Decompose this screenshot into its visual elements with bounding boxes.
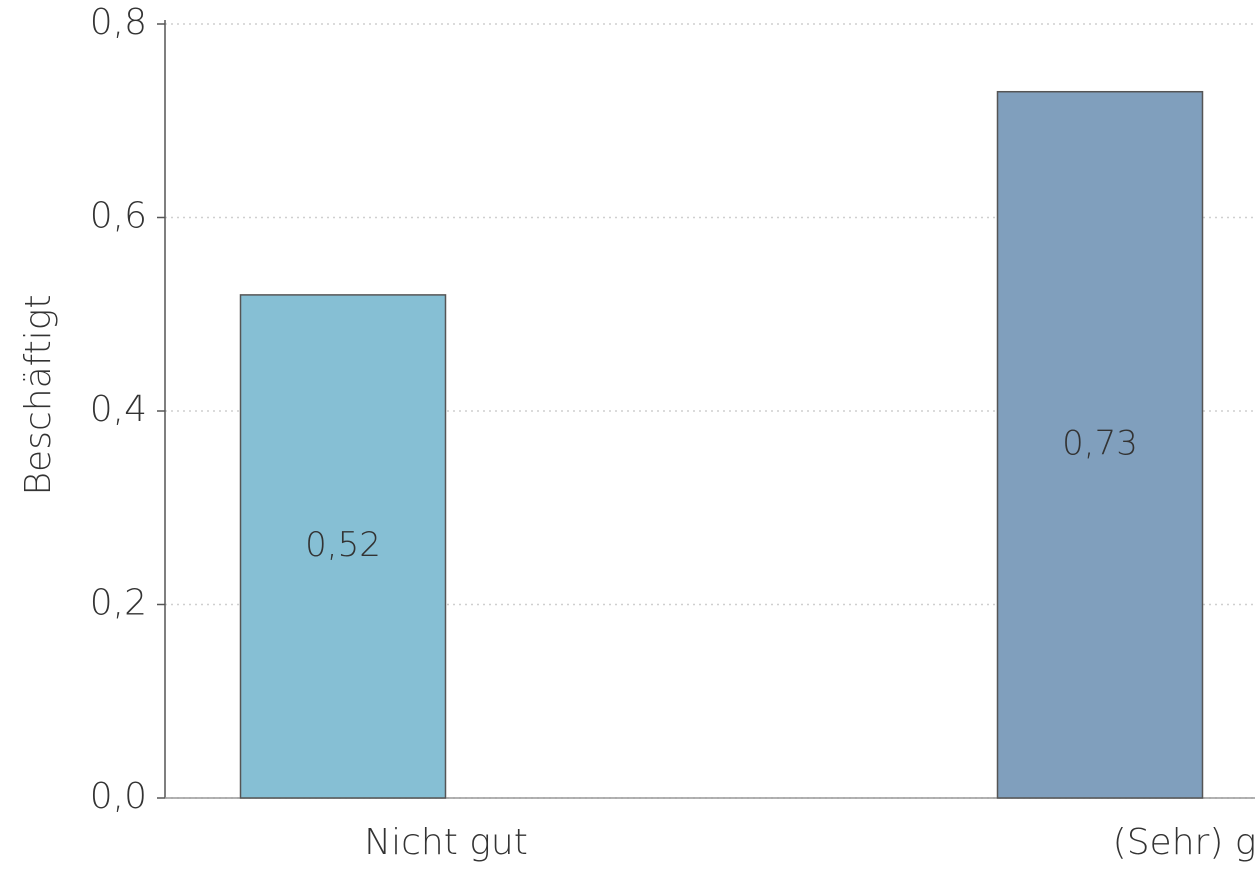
x-tick-label: (Sehr) gut (1113, 822, 1255, 863)
x-tick-label: Nicht gut (364, 822, 528, 863)
y-tick-label: 0,4 (90, 389, 147, 430)
y-tick-label: 0,8 (90, 2, 147, 43)
bar (996, 90, 1204, 799)
value-label: 0,52 (305, 525, 381, 565)
bar (239, 294, 447, 799)
y-axis-label: Beschäftigt (18, 294, 59, 495)
y-tick-label: 0,0 (90, 776, 147, 817)
y-tick-label: 0,6 (90, 196, 147, 237)
y-tick-label: 0,2 (90, 583, 147, 624)
value-label: 0,73 (1062, 423, 1138, 463)
